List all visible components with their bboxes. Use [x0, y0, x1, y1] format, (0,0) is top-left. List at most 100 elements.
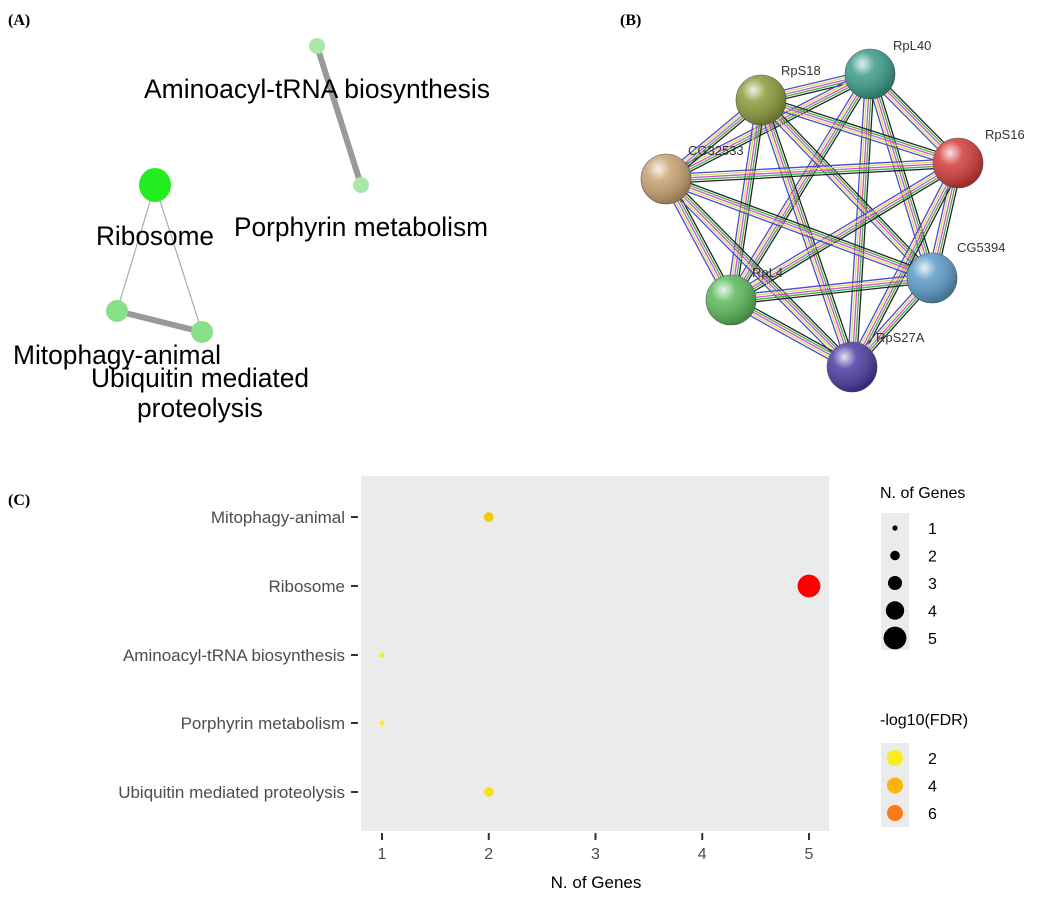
ppi-edge-RpS16-CG32533 — [665, 162, 959, 180]
ppi-edge-RpS16-RpS27A — [847, 160, 955, 366]
color-legend-label: 6 — [928, 806, 937, 823]
ppi-edge-CG32533-RpS27A — [663, 180, 851, 370]
ppi-edge-CG5394-RpL4 — [731, 279, 933, 303]
size-legend-key — [892, 525, 898, 531]
ppi-nodes: RpL40 RpS18 RpS16 CG32533 CG5394 RpL4 RpS27A — [640, 38, 1025, 393]
edge-mitophagy-ubiquitin — [116, 308, 203, 335]
edge-ribosome-ubiquitin — [154, 184, 203, 333]
ppi-edge-RpL40-RpL4 — [726, 71, 867, 299]
node-aminoacyl — [309, 38, 325, 54]
ppi-edge-RpS18-RpL4 — [730, 99, 762, 301]
ppi-label-RpS18: RpS18 — [781, 63, 821, 78]
label-ribosome: Ribosome — [96, 221, 214, 251]
color-legend: 2 4 6 — [887, 750, 937, 823]
ppi-edge-RpL40-RpS27A — [851, 73, 871, 368]
label-ubiquitin-line1: Ubiquitin mediated — [91, 363, 309, 393]
size-legend-label: 3 — [928, 576, 937, 593]
ppi-label-CG32533: CG32533 — [688, 143, 744, 158]
ppi-edge-RpS18-RpS27A — [764, 98, 857, 366]
size-legend-key — [883, 626, 907, 650]
size-legend: 1 2 3 4 5 — [883, 521, 937, 650]
color-legend-key — [887, 750, 903, 766]
x-axis-title: N. of Genes — [551, 873, 642, 892]
ppi-edge-RpS16-RpL4 — [731, 164, 960, 303]
ppi-edge-CG5394-RpL4 — [730, 277, 933, 301]
data-point — [379, 720, 385, 726]
pathway-network: Aminoacyl-tRNA biosynthesis Porphyrin me… — [13, 38, 490, 423]
ppi-edge-RpS18-RpS16 — [759, 103, 957, 168]
size-legend-key — [888, 576, 902, 590]
ppi-edge-RpS18-RpS16 — [760, 101, 958, 166]
ppi-edge-CG32533-CG5394 — [664, 182, 931, 283]
ppi-edge-CG32533-RpS27A — [662, 181, 850, 371]
ppi-edge-RpS18-RpS27A — [758, 100, 851, 368]
y-tick-label: Mitophagy-animal — [211, 508, 345, 527]
ppi-edge-RpS18-CG5394 — [757, 102, 930, 282]
ppi-edge-RpL40-RpS27A — [846, 73, 867, 367]
ppi-edge-RpL40-CG5394 — [871, 73, 935, 278]
color-legend-label: 2 — [928, 751, 937, 768]
ppi-edge-RpS16-RpS27A — [849, 161, 957, 367]
ppi-edge-CG32533-RpS27A — [665, 178, 853, 368]
label-ubiquitin-line2: proteolysis — [137, 393, 263, 423]
size-legend-label: 4 — [928, 604, 937, 621]
ppi-label-CG5394: CG5394 — [957, 240, 1005, 255]
size-legend-label: 2 — [928, 549, 937, 566]
ppi-edge-RpS16-RpL4 — [732, 166, 961, 305]
label-mitophagy: Mitophagy-animal — [13, 340, 221, 370]
ppi-edge-RpS18-RpL4 — [726, 99, 758, 300]
ppi-edge-RpS18-CG5394 — [762, 98, 935, 277]
color-legend-key — [887, 777, 903, 794]
ppi-edge-RpS16-CG32533 — [666, 164, 959, 182]
ppi-edge-RpS18-RpL4 — [728, 99, 760, 300]
ppi-edges — [661, 69, 963, 372]
node-porphyrin — [353, 177, 369, 193]
ppi-edge-RpS18-RpL4 — [734, 100, 766, 301]
ppi-edge-RpS16-CG32533 — [666, 166, 959, 185]
ppi-edge-CG5394-RpL4 — [730, 272, 932, 297]
ppi-label-RpL40: RpL40 — [893, 38, 931, 53]
size-legend-label: 5 — [928, 631, 937, 648]
x-tick-label: 3 — [591, 846, 600, 863]
data-point — [483, 512, 494, 522]
x-tick-label: 2 — [484, 846, 493, 863]
ppi-edge-CG32533-RpS27A — [667, 176, 855, 366]
ppi-edge-RpL40-RpL4 — [728, 72, 869, 300]
ppi-edge-CG32533-RpS27A — [668, 175, 856, 365]
ppi-edge-RpS18-RpS27A — [762, 99, 855, 367]
ppi-node-sheen-RpS16 — [933, 138, 983, 188]
node-ribosome — [139, 168, 171, 202]
size-legend-key — [885, 601, 905, 620]
ppi-edge-CG32533-CG5394 — [665, 180, 932, 281]
label-porphyrin: Porphyrin metabolism — [234, 212, 488, 242]
ppi-edge-RpS16-RpL4 — [728, 158, 957, 297]
ppi-edge-RpL40-CG5394 — [869, 73, 933, 279]
color-legend-key — [887, 805, 903, 821]
ppi-label-RpL4: RpL4 — [752, 265, 783, 280]
ppi-edge-RpL40-RpL4 — [734, 75, 875, 303]
ppi-node-sheen-RpS27A — [827, 342, 877, 392]
x-tick-label: 4 — [698, 846, 707, 863]
ppi-edge-RpS18-RpS16 — [761, 97, 959, 162]
plot-panel — [361, 476, 829, 831]
data-point — [379, 652, 385, 658]
ppi-edge-RpS18-CG5394 — [763, 96, 936, 276]
points — [379, 512, 821, 797]
x-tick-label: 1 — [378, 846, 387, 863]
ppi-edge-RpL40-CG32533 — [667, 77, 873, 184]
node-ubiquitin — [191, 321, 213, 343]
y-tick-label: Ubiquitin mediated proteolysis — [118, 783, 345, 802]
ppi-edge-CG32533-CG5394 — [665, 178, 933, 279]
ppi-edge-RpS18-CG5394 — [758, 101, 931, 280]
ppi-edge-CG32533-CG5394 — [667, 174, 934, 275]
ppi-edge-RpL40-CG5394 — [873, 72, 937, 277]
color-legend-label: 4 — [928, 779, 937, 796]
y-tick-label: Porphyrin metabolism — [181, 714, 345, 733]
edge-ribosome-mitophagy — [116, 184, 156, 312]
x-axis: 1 2 3 4 5 — [378, 833, 814, 863]
y-axis: Mitophagy-animal Ribosome Aminoacyl-tRNA b… — [118, 508, 358, 802]
ppi-label-RpS27A: RpS27A — [876, 330, 925, 345]
color-legend-title: -log10(FDR) — [880, 712, 968, 729]
ppi-edge-RpS18-RpS16 — [760, 99, 959, 164]
